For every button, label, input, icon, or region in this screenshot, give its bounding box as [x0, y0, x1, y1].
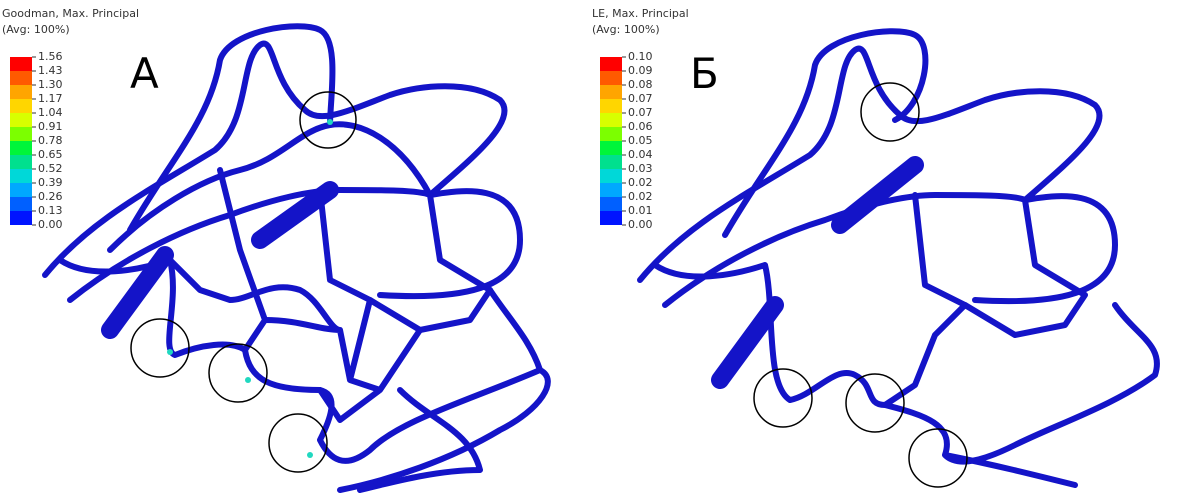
legend-label: 0.01 [628, 204, 653, 217]
legend-label: 1.30 [38, 78, 63, 91]
legend-label: 1.43 [38, 64, 63, 77]
legend-label: 1.04 [38, 106, 63, 119]
legend-label: 0.78 [38, 134, 63, 147]
legend-label: 1.56 [38, 50, 63, 63]
legend-label: 0.52 [38, 162, 63, 175]
legend-swatch [600, 183, 622, 197]
legend-label: 0.04 [628, 148, 653, 161]
legend-label: 0.05 [628, 134, 653, 147]
legend-swatch [600, 57, 622, 71]
hotspot [245, 377, 251, 383]
legend-swatch [10, 183, 32, 197]
legend-label: 0.07 [628, 106, 653, 119]
legend-label: 0.07 [628, 92, 653, 105]
legend-swatch [10, 71, 32, 85]
legend-swatch [10, 99, 32, 113]
legend-swatch [10, 127, 32, 141]
hotspot [167, 349, 173, 355]
legend-title: Goodman, Max. Principal [2, 7, 139, 20]
legend-swatch [600, 127, 622, 141]
legend-label: 0.03 [628, 162, 653, 175]
hotspot [327, 119, 333, 125]
panel [640, 31, 1157, 487]
legend-label: 0.91 [38, 120, 63, 133]
strut [245, 350, 548, 490]
highlight-circle [131, 319, 189, 377]
legend-label: 0.09 [628, 64, 653, 77]
legend-label: 0.02 [628, 176, 653, 189]
panel-letter: А [130, 49, 159, 98]
legend-label: 0.02 [628, 190, 653, 203]
highlight-circle [861, 83, 919, 141]
legend-swatch [10, 57, 32, 71]
legend-swatch [600, 71, 622, 85]
legend-swatch [600, 141, 622, 155]
legend-swatch [10, 197, 32, 211]
legend-swatch [600, 197, 622, 211]
legend-label: 0.26 [38, 190, 63, 203]
figure: Goodman, Max. Principal(Avg: 100%)А1.561… [0, 0, 1179, 496]
legend-swatch [10, 169, 32, 183]
legend-swatch [600, 85, 622, 99]
legend-swatch [10, 155, 32, 169]
legend-swatch [10, 113, 32, 127]
legend-label: 0.08 [628, 78, 653, 91]
strut [665, 195, 1085, 335]
strut [45, 44, 520, 297]
legend-swatch [600, 169, 622, 183]
legend-label: 1.17 [38, 92, 63, 105]
panel-letter: Б [690, 49, 719, 98]
legend-swatch [600, 155, 622, 169]
legend-swatch [600, 211, 622, 225]
hotspot [307, 452, 313, 458]
legend-label: 0.00 [628, 218, 653, 231]
legend-label: 0.06 [628, 120, 653, 133]
legend-label: 0.13 [38, 204, 63, 217]
legend-subtitle: (Avg: 100%) [2, 23, 70, 36]
legend-title: LE, Max. Principal [592, 7, 689, 20]
legend-subtitle: (Avg: 100%) [592, 23, 660, 36]
legend-swatch [10, 85, 32, 99]
panel [45, 26, 548, 490]
strut [655, 265, 965, 405]
legend-swatch [10, 211, 32, 225]
legend-label: 0.00 [38, 218, 63, 231]
legend-label: 0.10 [628, 50, 653, 63]
legend-label: 0.65 [38, 148, 63, 161]
legend-label: 0.39 [38, 176, 63, 189]
legend-swatch [600, 99, 622, 113]
legend-swatch [10, 141, 32, 155]
legend-swatch [600, 113, 622, 127]
